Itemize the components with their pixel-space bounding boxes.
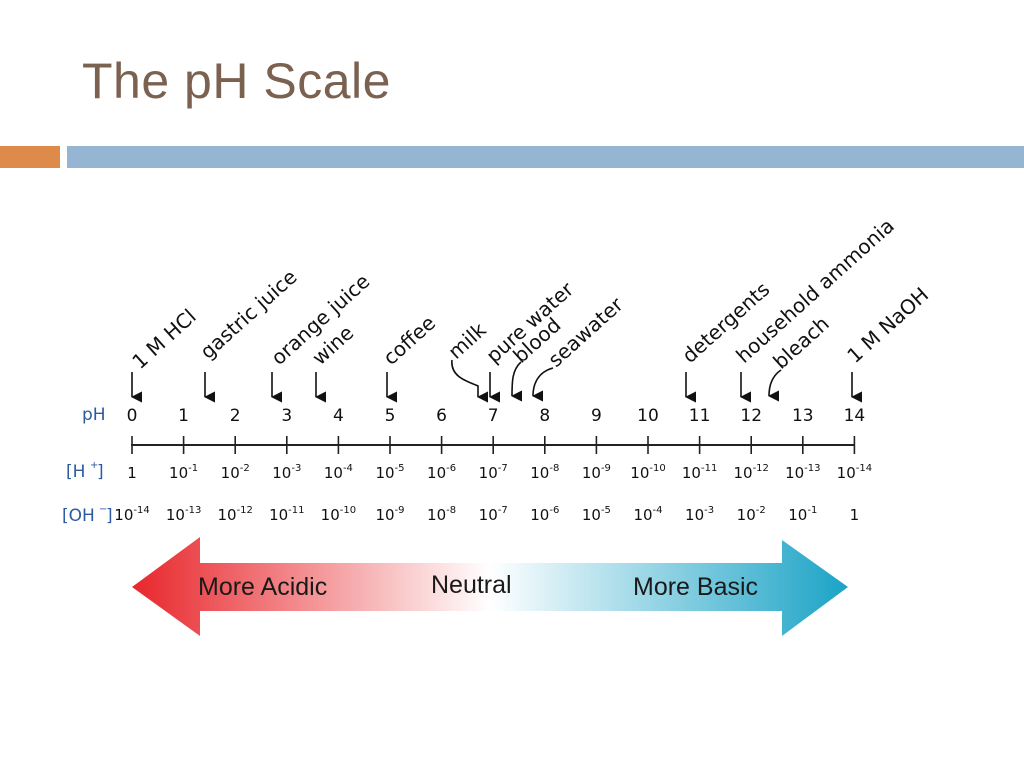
ph-value: 9 xyxy=(591,406,602,426)
substance-arrow xyxy=(510,361,523,402)
svg-text:+: + xyxy=(90,460,98,471)
accent-bar-orange xyxy=(0,146,60,168)
slide-title: The pH Scale xyxy=(82,53,391,109)
h_concentrations-value: 10-5 xyxy=(375,463,404,482)
substance-arrow xyxy=(531,367,554,402)
more-basic-label: More Basic xyxy=(633,573,758,601)
ph-value: 2 xyxy=(230,406,241,426)
oh_concentrations-value: 10-12 xyxy=(217,505,252,524)
h_concentrations-value: 1 xyxy=(127,464,137,482)
substance-arrow xyxy=(767,369,782,402)
h_concentrations-value: 10-6 xyxy=(427,463,456,482)
svg-text:]: ] xyxy=(106,506,113,526)
substance-label: milk xyxy=(443,317,491,363)
h_concentrations-value: 10-4 xyxy=(324,463,353,482)
h_concentrations-value: 10-1 xyxy=(169,463,198,482)
ph-value: 12 xyxy=(740,406,762,426)
ph-value: 13 xyxy=(792,406,814,426)
h_concentrations-value: 10-14 xyxy=(837,463,872,482)
oh_concentrations-value: 10-2 xyxy=(737,505,766,524)
substance-label: 1 M HCl xyxy=(127,304,200,374)
substance-arrow xyxy=(451,359,489,403)
h_concentrations-value: 10-7 xyxy=(479,463,508,482)
ph-value: 0 xyxy=(127,406,138,426)
svg-text:[OH: [OH xyxy=(62,506,95,526)
accent-bar-blue xyxy=(67,146,1024,168)
ph-value: 5 xyxy=(385,406,396,426)
oh_concentrations-value: 10-1 xyxy=(788,505,817,524)
ph-row-label: pH xyxy=(82,405,106,425)
oh_concentrations-value: 10-9 xyxy=(375,505,404,524)
ph-value: 6 xyxy=(436,406,447,426)
acidity-arrow xyxy=(132,537,848,636)
substance-label: coffee xyxy=(378,311,440,370)
oh_concentrations-value: 10-13 xyxy=(166,505,201,524)
ph-value: 1 xyxy=(178,406,189,426)
oh_concentrations-value: 1 xyxy=(850,506,860,524)
h_concentrations-value: 10-12 xyxy=(733,463,768,482)
oh_concentrations-value: 10-11 xyxy=(269,505,304,524)
oh_concentrations-value: 10-14 xyxy=(114,505,149,524)
svg-text:[H: [H xyxy=(66,462,85,482)
h_concentrations-value: 10-3 xyxy=(272,463,301,482)
ph-value: 8 xyxy=(539,406,550,426)
substance-label: 1 M NaOH xyxy=(842,282,933,367)
svg-text:−: − xyxy=(99,504,107,515)
more-acidic-label: More Acidic xyxy=(198,573,327,601)
oh_concentrations-value: 10-6 xyxy=(530,505,559,524)
h_concentrations-value: 10-11 xyxy=(682,463,717,482)
oh_concentrations-value: 10-8 xyxy=(427,505,456,524)
oh_concentrations-value: 10-10 xyxy=(321,505,356,524)
ph-value: 14 xyxy=(844,406,866,426)
ph-value: 3 xyxy=(281,406,292,426)
svg-text:]: ] xyxy=(97,462,104,482)
ph-value: 7 xyxy=(488,406,499,426)
oh_concentrations-value: 10-3 xyxy=(685,505,714,524)
ph-value: 11 xyxy=(689,406,711,426)
ph-value: 4 xyxy=(333,406,344,426)
oh_concentrations-value: 10-5 xyxy=(582,505,611,524)
h-row-label: [H + ] xyxy=(66,460,104,482)
h_concentrations-value: 10-2 xyxy=(221,463,250,482)
h_concentrations-value: 10-8 xyxy=(530,463,559,482)
ph-value: 10 xyxy=(637,406,659,426)
neutral-label: Neutral xyxy=(431,571,512,599)
h_concentrations-value: 10-13 xyxy=(785,463,820,482)
oh-row-label: [OH − ] xyxy=(62,504,113,526)
h_concentrations-value: 10-9 xyxy=(582,463,611,482)
h_concentrations-value: 10-10 xyxy=(630,463,665,482)
oh_concentrations-value: 10-7 xyxy=(479,505,508,524)
oh_concentrations-value: 10-4 xyxy=(633,505,662,524)
